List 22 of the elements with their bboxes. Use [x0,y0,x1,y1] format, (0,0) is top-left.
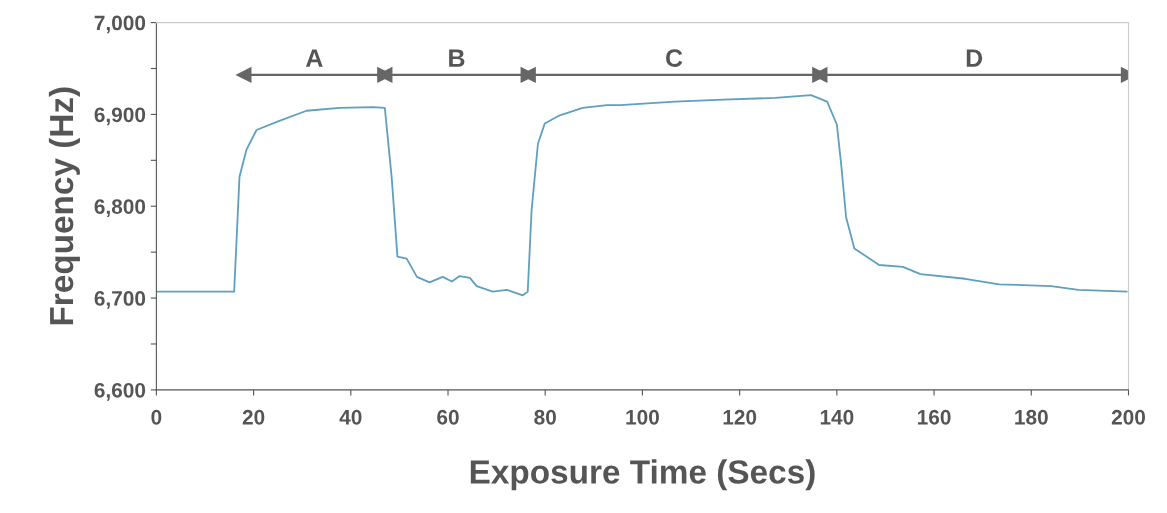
x-tick-label: 40 [339,409,362,425]
x-tick-label: 160 [918,409,951,425]
y-tick-label: 6,900 [94,107,146,126]
y-tick-label: 6,600 [94,382,146,401]
x-tick-label: 60 [437,409,459,425]
x-tick-label: 80 [534,409,556,425]
x-axis-title: Exposure Time (Secs) [470,459,815,491]
series-label: C [666,49,683,67]
y-tick-label: 7,000 [94,15,146,34]
series-label: D [966,49,983,67]
x-tick-label: 0 [151,409,162,425]
y-tick-label: 6,700 [94,291,146,309]
y-axis-title: Frequency (Hz) [48,87,80,325]
x-tick-label: 120 [723,409,757,425]
series-label: A [305,49,323,67]
x-tick-label: 180 [1015,409,1048,425]
x-tick-label: 200 [1111,409,1146,425]
x-tick-label: 140 [820,409,854,425]
series-label: B [449,49,465,67]
x-tick-label: 20 [242,409,265,425]
y-tick-label: 6,800 [94,199,146,217]
x-tick-label: 100 [626,409,659,425]
